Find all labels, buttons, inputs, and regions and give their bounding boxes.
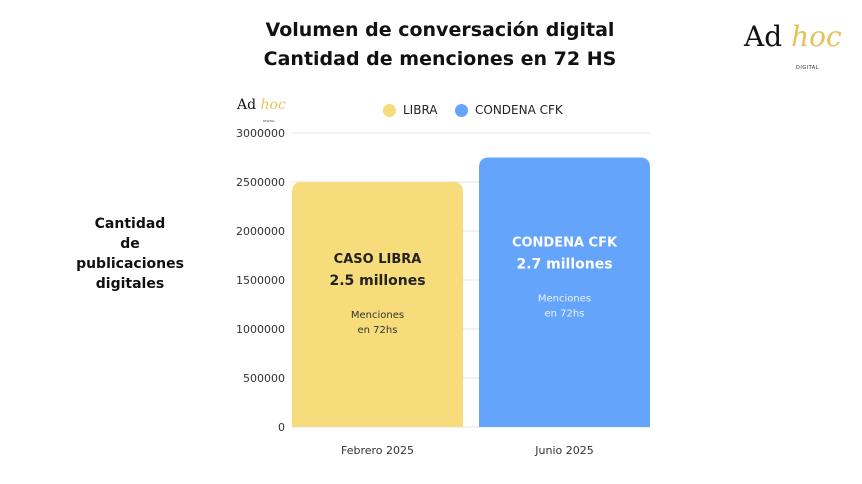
- legend-swatch-libra: [383, 103, 396, 117]
- logo-main-text: Ad: [744, 20, 783, 53]
- bar-label-value: 2.7 millones: [516, 256, 612, 272]
- bar-label-title: CONDENA CFK: [512, 235, 618, 250]
- adhoc-logo-small: Ad hoc DIGITAL: [237, 97, 286, 124]
- logo-small-main-text: Ad: [237, 97, 257, 113]
- y-tick-label: 1500000: [236, 274, 285, 287]
- x-tick-label: Febrero 2025: [341, 444, 414, 457]
- x-tick-label: Junio 2025: [534, 444, 593, 457]
- adhoc-logo: Ad hoc DIGITAL: [744, 20, 842, 72]
- bar-label-note: Menciones: [538, 293, 591, 304]
- y-tick-label: 1000000: [236, 323, 285, 336]
- bar: [292, 182, 463, 427]
- logo-accent-text: hoc: [791, 20, 842, 53]
- y-tick-label: 2500000: [236, 176, 285, 189]
- y-axis-title-line: publicaciones: [76, 256, 184, 272]
- legend-item-condena: CONDENA CFK: [455, 103, 563, 117]
- y-axis-title-line: de: [120, 236, 140, 252]
- logo-small-accent-text: hoc: [260, 97, 286, 113]
- legend-label-libra: LIBRA: [403, 103, 438, 117]
- bar-label-note: en 72hs: [358, 325, 398, 336]
- chart-title-line2: Cantidad de menciones en 72 HS: [263, 48, 617, 70]
- y-axis-title-line: Cantidad: [94, 216, 166, 232]
- bar-label-note: Menciones: [351, 310, 404, 321]
- chart-title-line1: Volumen de conversación digital: [265, 19, 615, 41]
- bar-label-note: en 72hs: [545, 308, 585, 319]
- logo-small-sub-text: DIGITAL: [263, 119, 275, 123]
- bar-label-title: CASO LIBRA: [334, 252, 422, 267]
- y-tick-label: 2000000: [236, 225, 285, 238]
- logo-sub-text: DIGITAL: [796, 65, 820, 71]
- y-tick-label: 0: [278, 421, 285, 434]
- bar-label-value: 2.5 millones: [329, 273, 425, 289]
- y-axis-title-line: digitales: [95, 276, 165, 292]
- legend-label-condena: CONDENA CFK: [475, 103, 563, 117]
- y-tick-label: 3000000: [236, 127, 285, 140]
- legend-item-libra: LIBRA: [383, 103, 438, 117]
- legend-swatch-condena: [455, 103, 468, 117]
- bar: [479, 157, 650, 427]
- y-axis-title: Cantidad de publicaciones digitales: [70, 214, 190, 294]
- y-tick-label: 500000: [243, 372, 285, 385]
